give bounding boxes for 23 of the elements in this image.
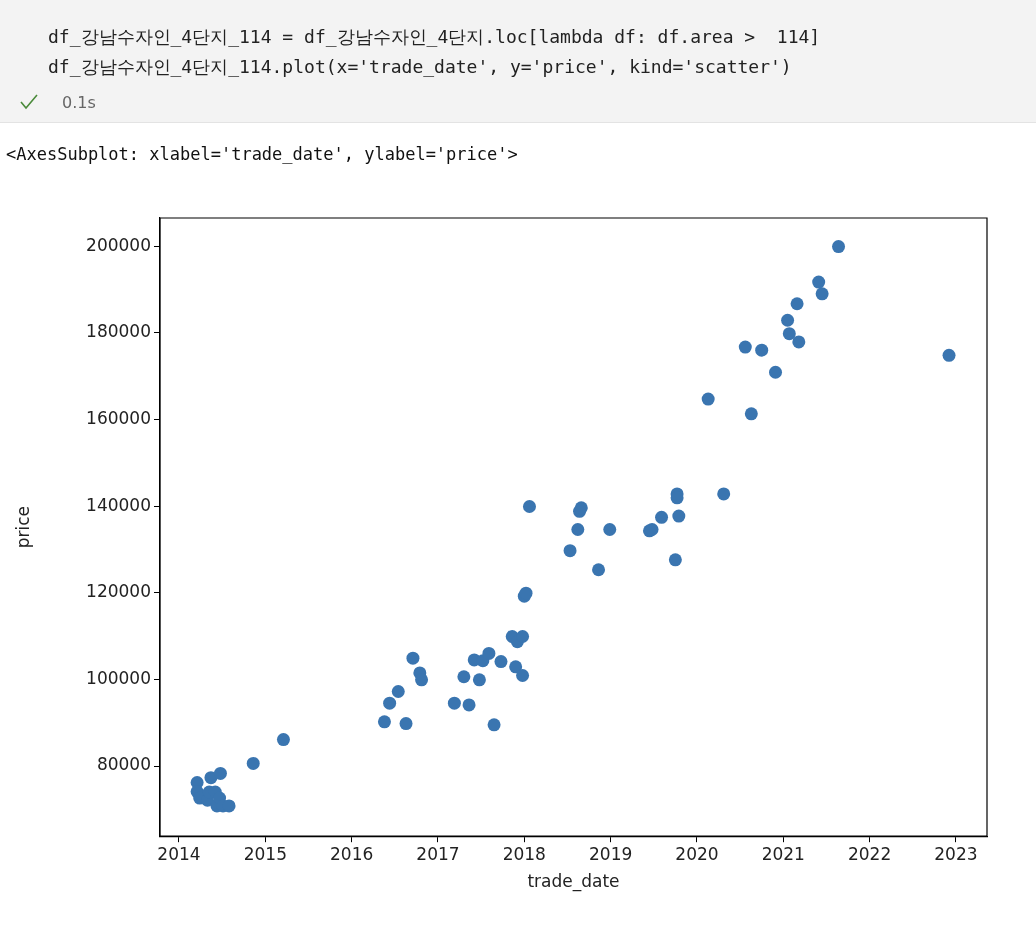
x-tick-label: 2018	[502, 843, 546, 864]
x-tick-label: 2015	[243, 843, 287, 864]
x-axis-title: trade_date	[527, 871, 620, 893]
x-tick-label: 2023	[934, 843, 978, 864]
y-tick-label: 200000	[86, 234, 151, 255]
text: 0.1s	[62, 93, 96, 112]
text: <AxesSubplot: xlabel='trade_date', ylabel='price'>	[6, 144, 518, 164]
x-tick-label: 2017	[416, 843, 460, 864]
y-tick-label: 180000	[86, 321, 151, 342]
y-tick-label: 120000	[86, 581, 151, 602]
text: df_강남수자인_4단지_114 = df_강남수자인_4단지.loc[lambda df: df.area > 114]	[48, 25, 821, 49]
x-tick-label: 2021	[761, 843, 805, 864]
x-tick-label: 2020	[675, 843, 719, 864]
y-tick-label: 160000	[86, 407, 151, 428]
x-tick-label: 2022	[847, 843, 892, 864]
x-tick-label: 2014	[157, 843, 201, 864]
y-tick-label: 140000	[86, 494, 151, 515]
x-tick-label: 2019	[588, 843, 633, 864]
y-tick-label: 100000	[86, 667, 151, 688]
text: df_강남수자인_4단지_114.plot(x='trade_date', y='price', kind='scatter')	[48, 55, 792, 79]
y-axis-title: price	[12, 505, 33, 549]
x-tick-label: 2016	[330, 843, 374, 864]
y-tick-label: 80000	[96, 754, 151, 775]
